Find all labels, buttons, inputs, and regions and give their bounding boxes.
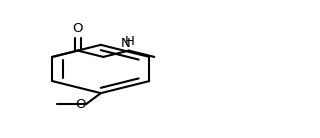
Text: O: O <box>75 98 85 111</box>
Text: N: N <box>121 37 131 50</box>
Text: H: H <box>124 34 134 47</box>
Text: O: O <box>73 22 83 35</box>
